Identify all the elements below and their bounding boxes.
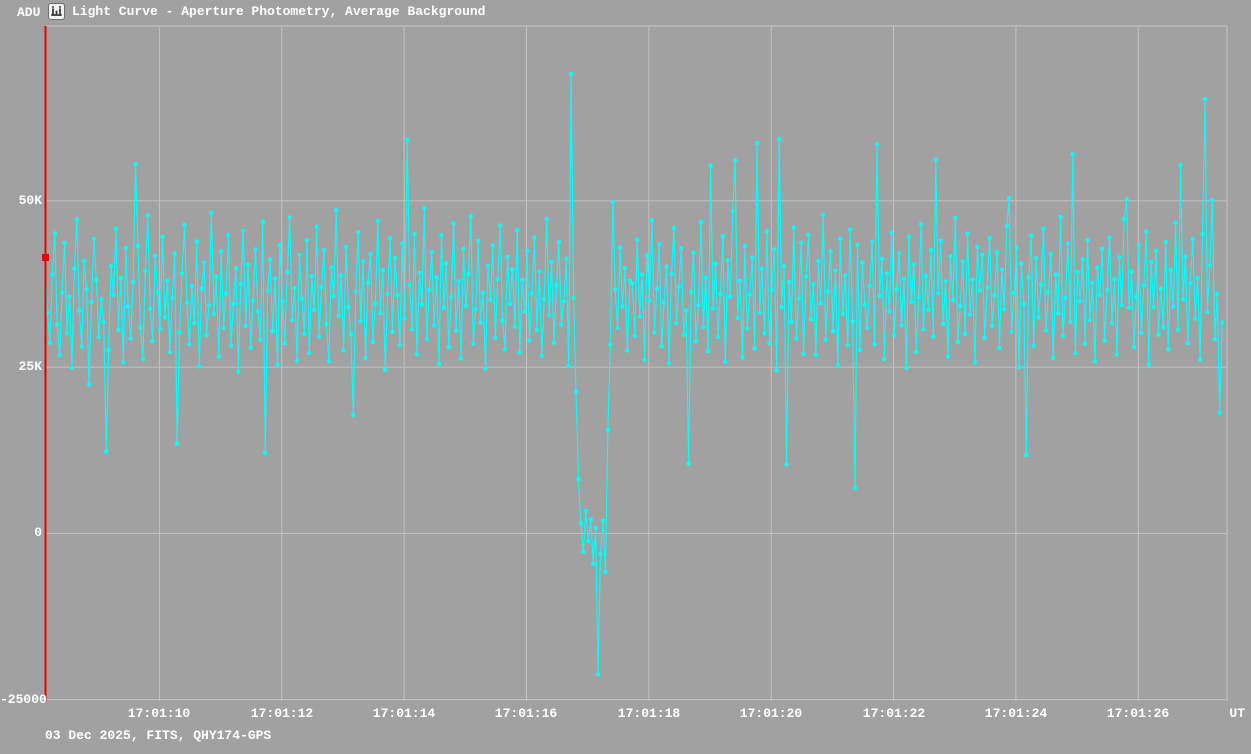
- current-frame-cursor-marker[interactable]: [42, 253, 49, 261]
- x-tick-label: 17:01:24: [984, 706, 1048, 721]
- x-tick-label: 17:01:18: [617, 706, 681, 721]
- x-tick-label: 17:01:10: [127, 706, 191, 721]
- x-tick-label: 17:01:26: [1106, 706, 1170, 721]
- observation-info: 03 Dec 2025, FITS, QHY174-GPS: [45, 728, 272, 743]
- y-tick-label: -25000: [0, 692, 47, 707]
- light-curve-markers: [42, 71, 1225, 677]
- y-tick-label: 50K: [18, 193, 42, 208]
- y-tick-label: 25K: [18, 359, 42, 374]
- x-tick-label: 17:01:12: [250, 706, 314, 721]
- light-curve-chart-icon: [48, 3, 65, 20]
- x-tick-label: 17:01:22: [862, 706, 926, 721]
- x-tick-label: 17:01:20: [739, 706, 803, 721]
- light-curve-line: [44, 73, 1223, 675]
- x-tick-label: 17:01:16: [494, 706, 558, 721]
- x-axis-unit-label: UT: [1229, 706, 1245, 721]
- x-tick-label: 17:01:14: [372, 706, 436, 721]
- y-tick-label: 0: [34, 525, 42, 540]
- chart-title: Light Curve - Aperture Photometry, Avera…: [72, 4, 486, 19]
- y-axis-unit-label: ADU: [17, 5, 41, 20]
